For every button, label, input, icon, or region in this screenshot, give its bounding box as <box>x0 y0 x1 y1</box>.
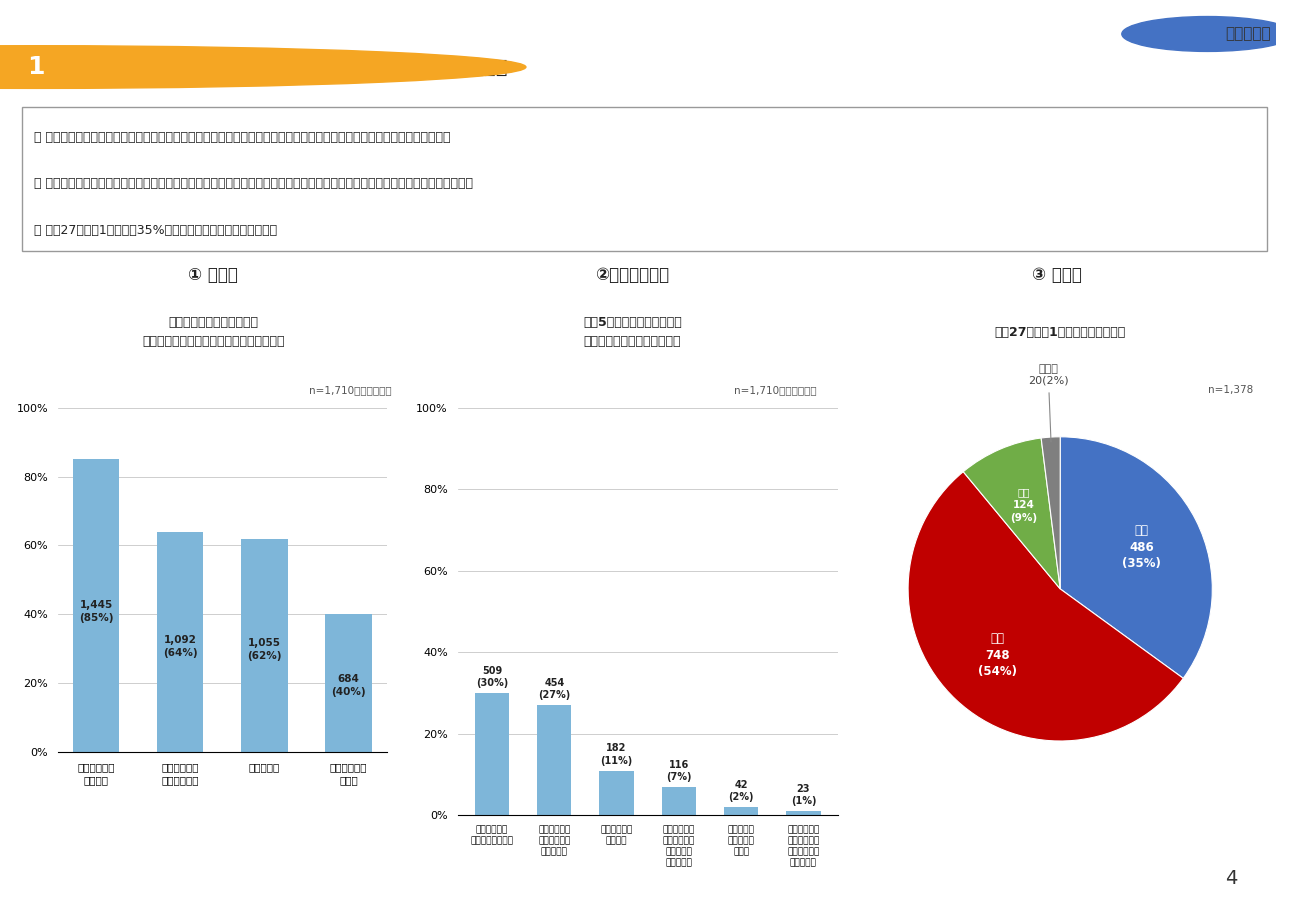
Text: 182
(11%): 182 (11%) <box>601 743 633 766</box>
Text: n=1,378: n=1,378 <box>1208 385 1253 396</box>
Text: ・ 外国人患者をめぐるトラブルとして、金銭・医療費に関するトラブル、言語コミュニケーション上のトラブルが上位に占めた。: ・ 外国人患者をめぐるトラブルとして、金銭・医療費に関するトラブル、言語コミュニ… <box>35 178 473 190</box>
Circle shape <box>0 45 526 89</box>
Text: 厚生労働省: 厚生労働省 <box>1226 26 1271 42</box>
Text: n=1,710（複数選択）: n=1,710（複数選択） <box>735 385 817 396</box>
Text: 外国人患者受入に当たり、
現在負担となっていることや今後不安な点: 外国人患者受入に当たり、 現在負担となっていることや今後不安な点 <box>142 316 285 348</box>
Bar <box>724 807 758 815</box>
Bar <box>241 538 287 752</box>
Text: 684
(40%): 684 (40%) <box>331 674 366 698</box>
Text: 未回答
20(2%): 未回答 20(2%) <box>1029 363 1070 386</box>
Text: n=1,710（複数選択）: n=1,710（複数選択） <box>309 385 392 396</box>
Text: 1,092
(64%): 1,092 (64%) <box>162 634 197 658</box>
Text: 509
(30%): 509 (30%) <box>476 666 508 689</box>
Text: ・ 平成27年度の1年間に、35%の医療機関は未収金を経験した。: ・ 平成27年度の1年間に、35%の医療機関は未収金を経験した。 <box>35 224 277 236</box>
Wedge shape <box>1060 437 1212 679</box>
Text: 不明
124
(9%): 不明 124 (9%) <box>1011 487 1038 523</box>
Bar <box>157 532 204 752</box>
Text: ②トラブル事例: ②トラブル事例 <box>594 266 669 284</box>
Wedge shape <box>963 438 1060 589</box>
Text: 1,445
(85%): 1,445 (85%) <box>79 600 113 623</box>
Text: （3）医療機関における外国人患者受入れ体制（負担感・トラブル事例・未収金）: （3）医療機関における外国人患者受入れ体制（負担感・トラブル事例・未収金） <box>71 58 508 76</box>
Text: 42
(2%): 42 (2%) <box>728 780 754 803</box>
Text: 平成27年度の1年間の未収金の有無: 平成27年度の1年間の未収金の有無 <box>994 325 1125 339</box>
Bar <box>73 459 120 752</box>
Text: 1,055
(62%): 1,055 (62%) <box>247 638 282 661</box>
Text: ここ5年程度の間に起きた、
外国人患者をめぐるトラブル: ここ5年程度の間に起きた、 外国人患者をめぐるトラブル <box>583 316 682 348</box>
Bar <box>661 786 696 815</box>
Bar <box>325 614 371 752</box>
Text: 1: 1 <box>27 55 45 79</box>
Circle shape <box>1121 16 1289 52</box>
Text: ・ 過半数の医療機関において、言語や意思疎通の問題、未収金や訴訟などのリスク、時間や労力に、負担感を抱いていた。: ・ 過半数の医療機関において、言語や意思疎通の問題、未収金や訴訟などのリスク、時… <box>35 131 451 144</box>
Text: ① 負担感: ① 負担感 <box>188 266 237 284</box>
Wedge shape <box>907 472 1183 741</box>
Bar <box>599 770 634 815</box>
Wedge shape <box>1042 437 1061 589</box>
Bar <box>474 693 509 815</box>
Text: ない
748
(54%): ない 748 (54%) <box>978 632 1017 679</box>
Bar <box>786 812 821 815</box>
Bar <box>538 705 571 815</box>
Text: ③ 未収金: ③ 未収金 <box>1032 266 1081 284</box>
Text: 116
(7%): 116 (7%) <box>666 759 692 782</box>
Text: 23
(1%): 23 (1%) <box>790 784 816 806</box>
Text: ある
486
(35%): ある 486 (35%) <box>1123 525 1161 571</box>
Text: 4: 4 <box>1225 870 1237 888</box>
Text: 454
(27%): 454 (27%) <box>539 678 571 700</box>
